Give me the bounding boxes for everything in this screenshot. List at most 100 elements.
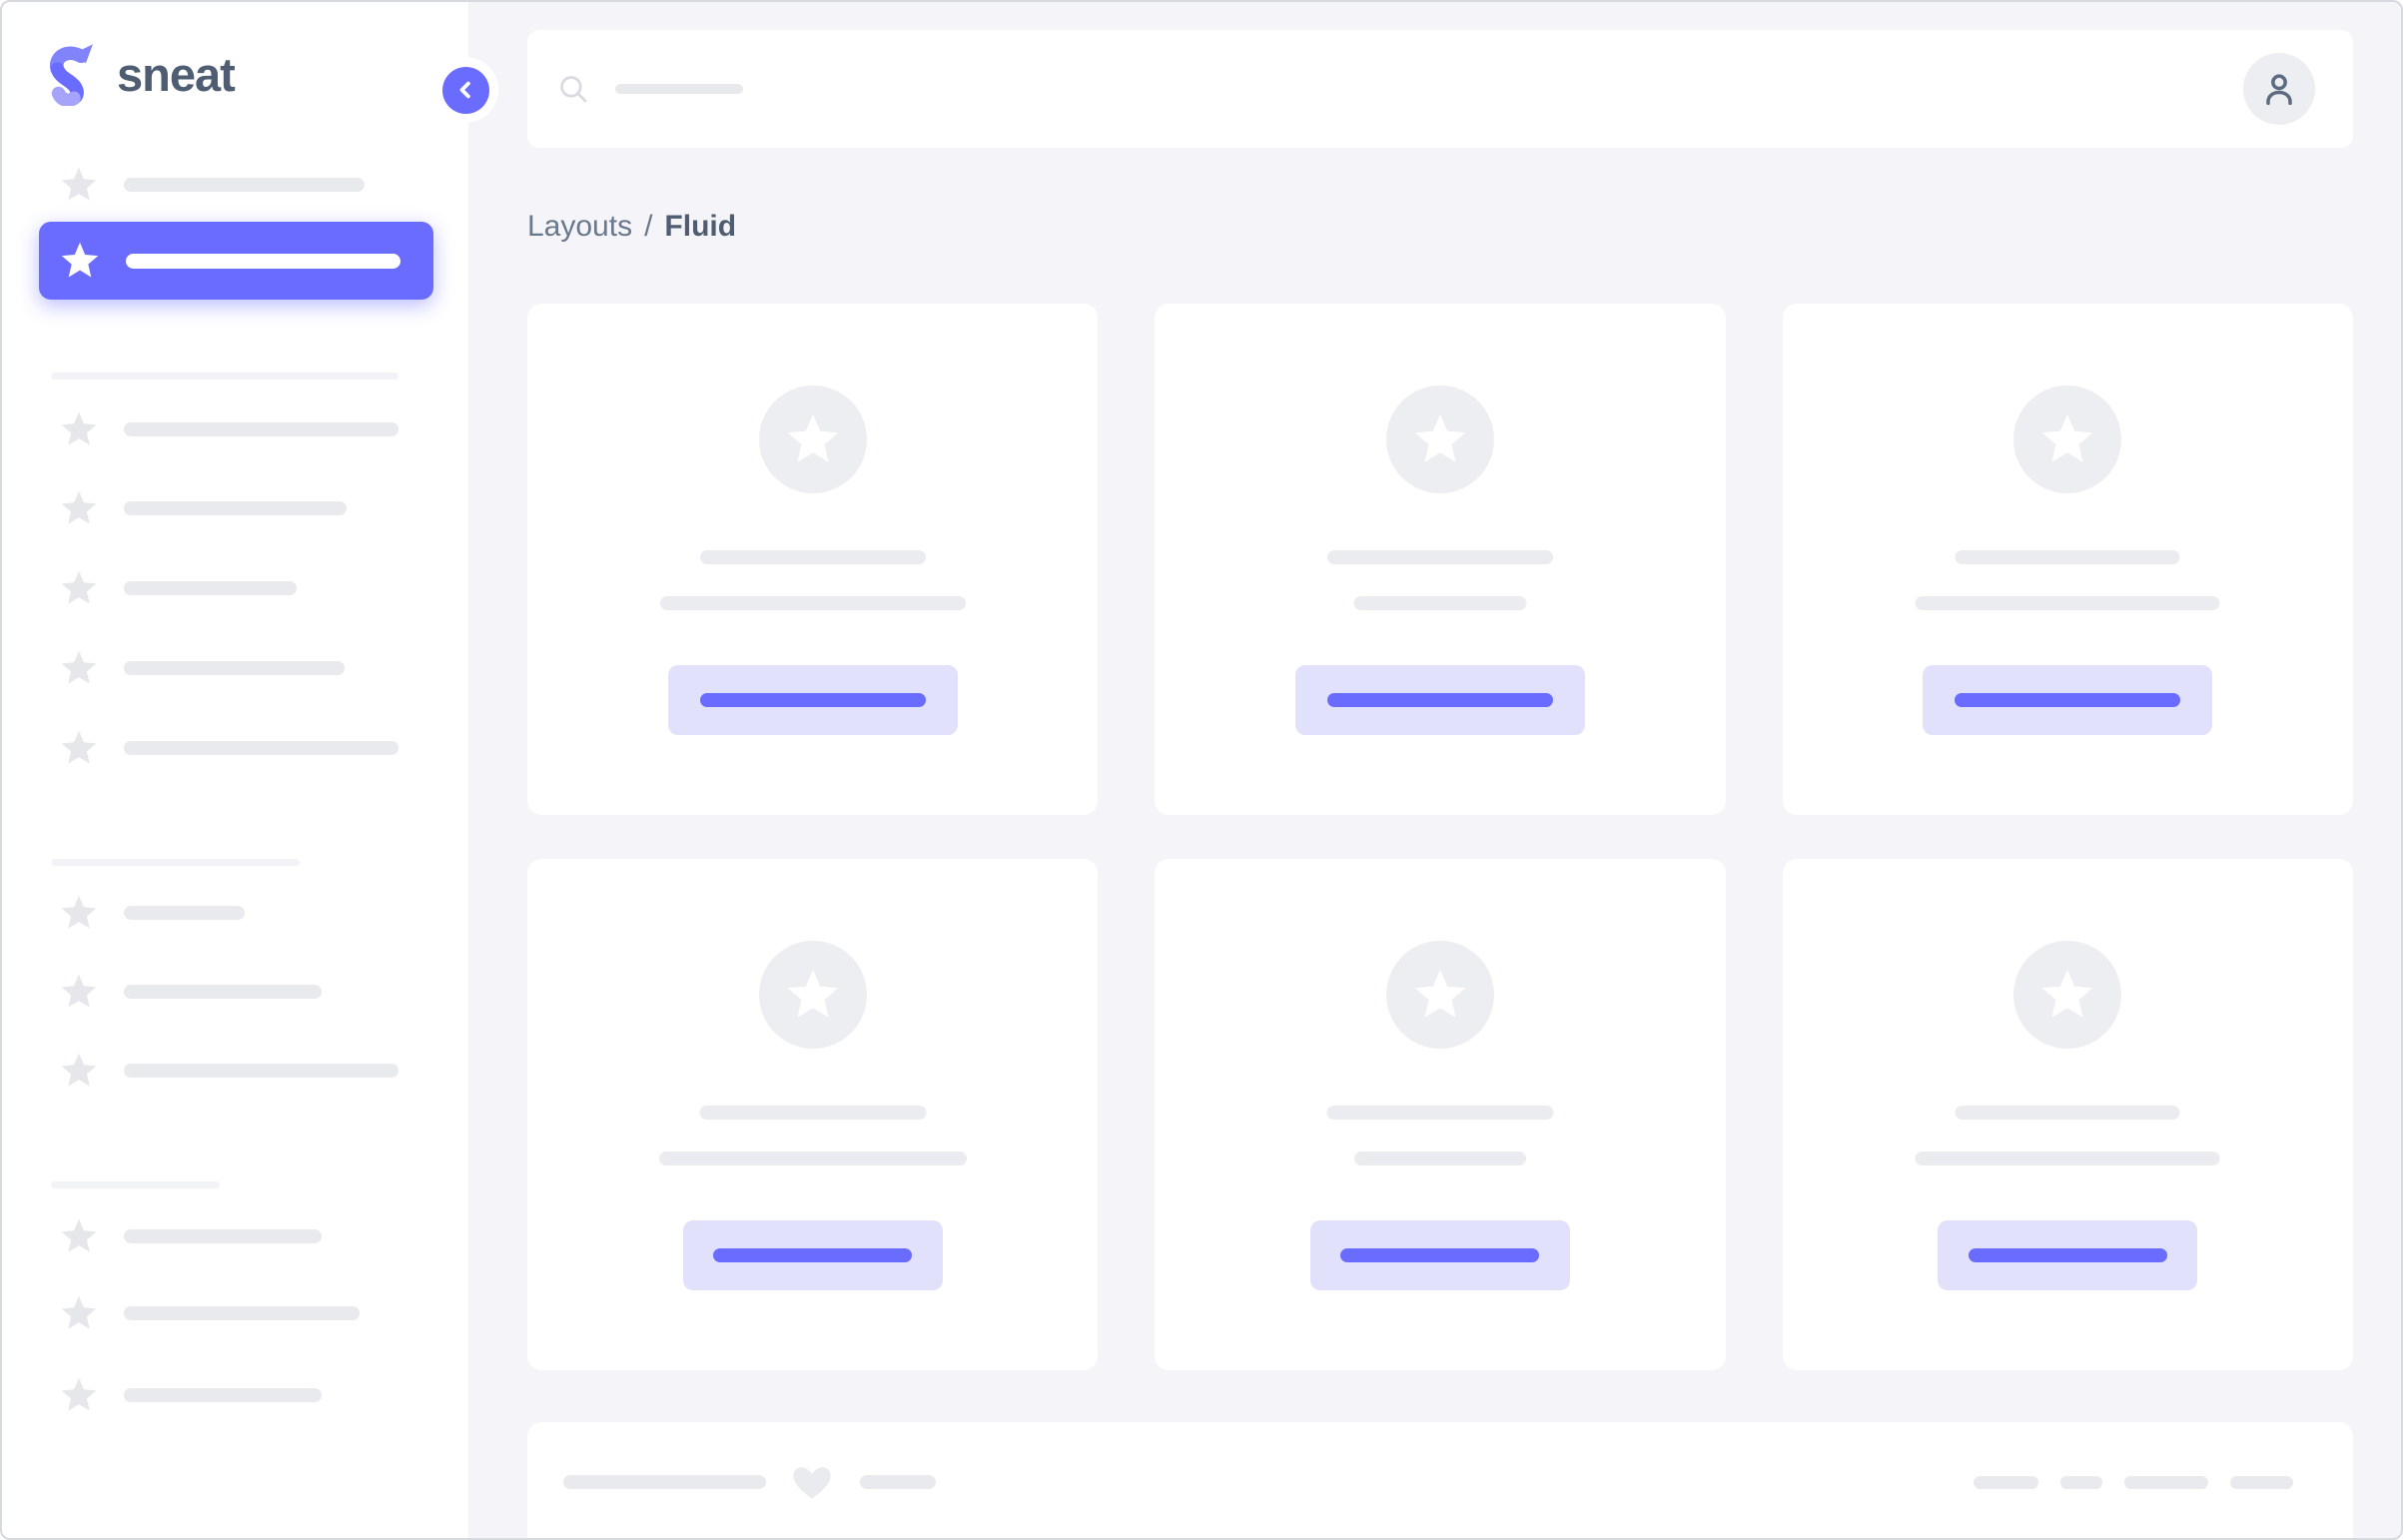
card-title-skeleton xyxy=(1326,1106,1554,1120)
person-icon xyxy=(2266,74,2292,106)
card-title-skeleton xyxy=(699,550,926,564)
star-icon xyxy=(2038,410,2096,468)
card-avatar xyxy=(1385,385,1494,493)
star-icon xyxy=(59,240,101,282)
sidebar-item[interactable] xyxy=(59,970,322,1014)
content-card xyxy=(527,304,1099,815)
card-title-skeleton xyxy=(699,1106,927,1120)
sidebar: sneat xyxy=(2,2,498,1538)
content-card xyxy=(1155,304,1726,815)
sidebar-item[interactable] xyxy=(59,1373,322,1417)
button-label-skeleton xyxy=(1340,1248,1540,1262)
card-avatar xyxy=(758,385,867,493)
sidebar-item-label-skeleton xyxy=(124,985,322,999)
sidebar-item[interactable] xyxy=(59,407,399,451)
card-grid xyxy=(527,304,2353,1370)
bottom-card-row xyxy=(563,1460,2293,1504)
star-icon xyxy=(59,568,99,608)
star-icon xyxy=(59,1293,99,1333)
star-icon xyxy=(2038,966,2096,1024)
sidebar-menu xyxy=(2,2,468,1538)
main-content: Layouts / Fluid xyxy=(468,2,2401,1538)
sidebar-item-label-skeleton xyxy=(124,906,245,920)
star-icon xyxy=(1411,966,1469,1024)
button-label-skeleton xyxy=(1968,1248,2167,1262)
card-title-skeleton xyxy=(1955,1106,2180,1120)
action-skeleton-pill xyxy=(2230,1475,2293,1489)
star-icon xyxy=(59,488,99,528)
card-action-button[interactable] xyxy=(1938,1220,2198,1290)
star-icon xyxy=(59,165,99,205)
sidebar-item[interactable] xyxy=(59,1049,399,1093)
sidebar-section-divider xyxy=(51,1181,220,1188)
star-icon xyxy=(59,972,99,1012)
card-subtitle-skeleton xyxy=(1353,596,1527,610)
star-icon xyxy=(59,728,99,768)
card-action-button[interactable] xyxy=(682,1220,943,1290)
star-icon xyxy=(1411,410,1469,468)
sidebar-item[interactable] xyxy=(59,891,245,935)
user-avatar-button[interactable] xyxy=(2243,53,2315,125)
sidebar-item[interactable] xyxy=(59,566,297,610)
card-avatar xyxy=(2013,385,2122,493)
content-card xyxy=(527,859,1099,1370)
sidebar-collapse-button[interactable] xyxy=(432,57,498,123)
content-card xyxy=(1155,859,1726,1370)
card-subtitle-skeleton xyxy=(1915,596,2220,610)
card-action-button[interactable] xyxy=(1309,1220,1570,1290)
bottom-title-skeleton xyxy=(563,1475,766,1489)
button-label-skeleton xyxy=(699,693,926,707)
sidebar-item-label-skeleton xyxy=(124,1064,399,1078)
sidebar-item[interactable] xyxy=(59,486,347,530)
sidebar-item[interactable] xyxy=(59,163,365,207)
breadcrumb-current: Fluid xyxy=(664,210,737,243)
card-subtitle-skeleton xyxy=(659,596,966,610)
breadcrumb-parent-link[interactable]: Layouts xyxy=(527,210,633,243)
star-icon xyxy=(59,893,99,933)
sidebar-item[interactable] xyxy=(59,646,345,690)
content-card xyxy=(1782,304,2353,815)
sidebar-item-active[interactable] xyxy=(39,222,433,300)
action-skeleton-pill xyxy=(2124,1475,2208,1489)
button-label-skeleton xyxy=(1326,693,1553,707)
sidebar-item-label-skeleton xyxy=(126,253,400,269)
sidebar-item-label-skeleton xyxy=(124,1306,360,1320)
star-icon xyxy=(59,1216,99,1256)
sidebar-item-label-skeleton xyxy=(124,1388,322,1402)
logo[interactable]: sneat xyxy=(49,42,236,106)
sidebar-item-label-skeleton xyxy=(124,501,347,515)
card-avatar xyxy=(758,941,867,1049)
sidebar-section-divider xyxy=(51,373,399,380)
button-label-skeleton xyxy=(1955,693,2181,707)
sneat-logo-icon xyxy=(50,44,93,106)
card-action-button[interactable] xyxy=(1294,665,1585,735)
heart-icon xyxy=(793,1467,831,1499)
card-action-button[interactable] xyxy=(1923,665,2213,735)
star-icon xyxy=(784,966,842,1024)
sidebar-item[interactable] xyxy=(59,1291,360,1335)
sidebar-item-label-skeleton xyxy=(124,661,345,675)
sidebar-item[interactable] xyxy=(59,1214,322,1258)
sidebar-item-label-skeleton xyxy=(124,422,399,436)
search-icon xyxy=(560,76,587,103)
card-avatar xyxy=(1385,941,1494,1049)
action-skeleton-pill xyxy=(2060,1475,2102,1489)
search-input-placeholder-skeleton xyxy=(615,84,743,94)
card-avatar xyxy=(2013,941,2122,1049)
sidebar-item-label-skeleton xyxy=(124,581,297,595)
star-icon xyxy=(784,410,842,468)
star-icon xyxy=(59,409,99,449)
card-title-skeleton xyxy=(1955,550,2180,564)
content-card xyxy=(1782,859,2353,1370)
sidebar-item-label-skeleton xyxy=(124,178,365,192)
star-icon xyxy=(59,648,99,688)
card-action-button[interactable] xyxy=(667,665,958,735)
bottom-card xyxy=(527,1422,2353,1538)
search-bar[interactable] xyxy=(527,30,2353,148)
sidebar-item[interactable] xyxy=(59,726,399,770)
chevron-left-icon xyxy=(459,81,470,99)
star-icon xyxy=(59,1375,99,1415)
star-icon xyxy=(59,1051,99,1091)
card-title-skeleton xyxy=(1326,550,1553,564)
